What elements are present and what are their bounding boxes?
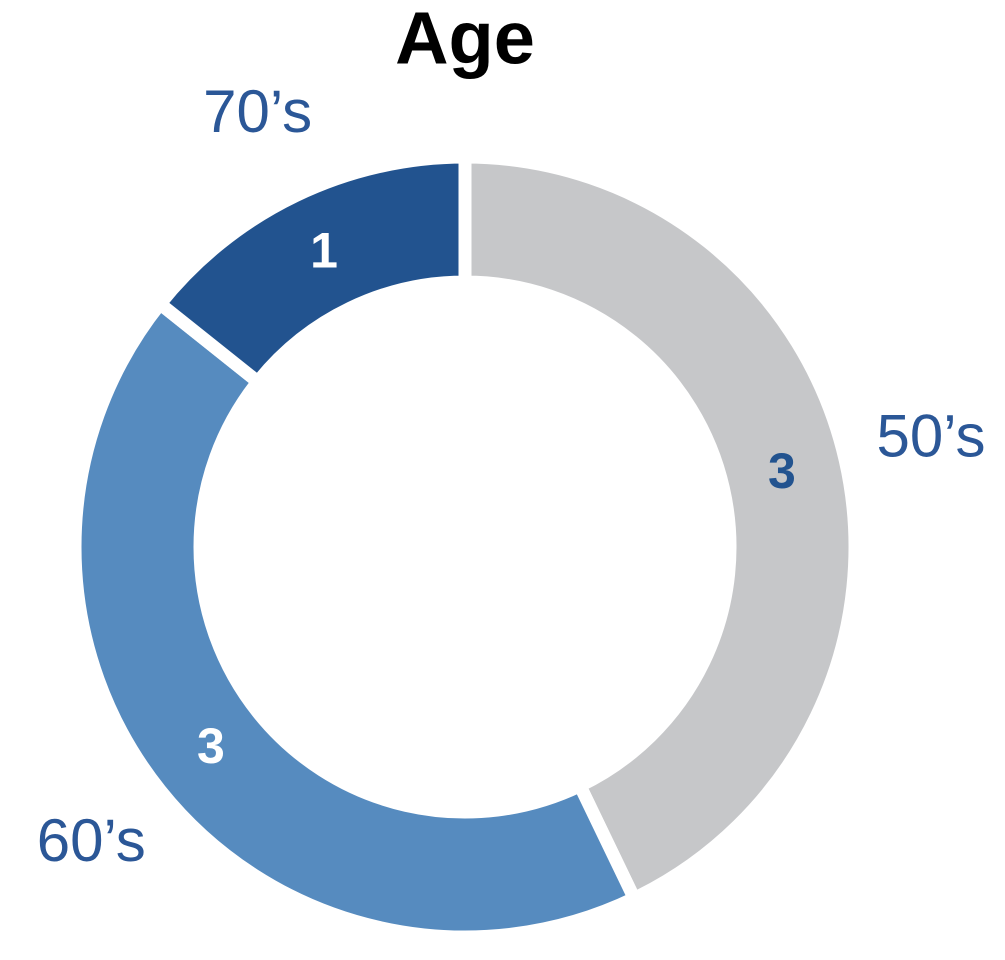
value-label: 3 [768,443,796,499]
donut-segment [150,150,472,391]
donut-segment [68,294,643,944]
category-label: 50’s [877,402,986,469]
category-label: 60’s [37,807,146,874]
donut-segment [458,150,862,908]
category-label: 70’s [203,78,312,145]
value-label: 1 [310,222,338,278]
value-label: 3 [197,718,225,774]
chart-title: Age [395,0,535,80]
